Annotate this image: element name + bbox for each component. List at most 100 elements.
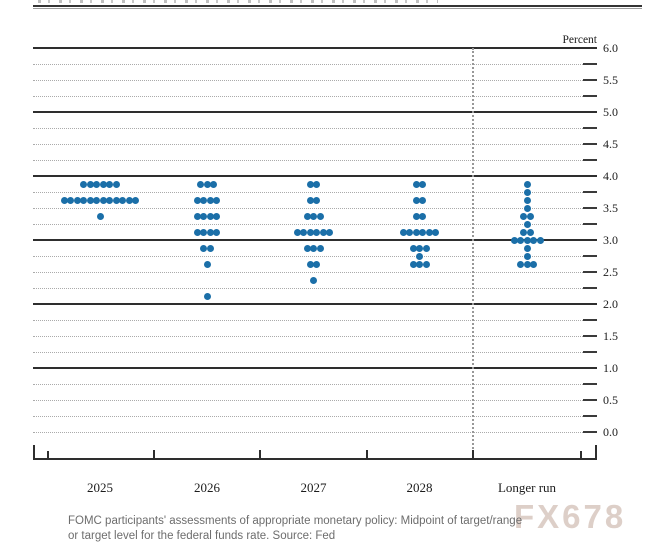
fomc-dot (412, 180, 420, 188)
gridline-dashed (33, 224, 583, 225)
separator-dotted-line (472, 48, 474, 460)
fomc-dot (67, 196, 75, 204)
fomc-dot (306, 228, 314, 236)
fomc-dot (303, 244, 311, 252)
fomc-dot (86, 180, 94, 188)
fomc-dot (96, 212, 104, 220)
fomc-dot (125, 196, 133, 204)
y-axis-title: Percent (562, 34, 597, 46)
gridline-solid (33, 111, 597, 113)
gridline-end-dash (583, 255, 597, 257)
fomc-dot (213, 196, 221, 204)
fomc-dot (80, 180, 88, 188)
fomc-dot (206, 228, 214, 236)
fomc-dot (520, 212, 528, 220)
fomc-dot (419, 180, 427, 188)
gridline-dashed (33, 208, 583, 209)
fomc-dot (193, 196, 201, 204)
gridline-end-dash (583, 399, 597, 401)
fomc-dot (319, 228, 327, 236)
gridline-dashed (33, 320, 583, 321)
gridline-dashed (33, 256, 583, 257)
fomc-dot (313, 228, 321, 236)
fomc-dot (213, 212, 221, 220)
fomc-dot (536, 236, 544, 244)
gridline-dashed (33, 416, 583, 417)
fomc-dot (526, 228, 534, 236)
fomc-dot (106, 196, 114, 204)
gridline-end-dash (583, 159, 597, 161)
fomc-dot (412, 228, 420, 236)
fomc-dot (412, 212, 420, 220)
fomc-dot (203, 260, 211, 268)
fomc-dot (210, 180, 217, 188)
y-axis-tick-label: 4.5 (603, 137, 618, 151)
y-axis-tick-label: 3.5 (603, 201, 618, 215)
y-axis-tick-label: 1.0 (603, 361, 618, 375)
fomc-dot (99, 180, 107, 188)
fomc-dot (419, 196, 427, 204)
caption-line-2: or target level for the federal funds ra… (68, 530, 336, 542)
fomc-dot (416, 244, 423, 252)
gridline-dashed (33, 96, 583, 97)
gridline-dashed (33, 288, 583, 289)
fomc-dot (200, 228, 208, 236)
gridline-dashed (33, 400, 583, 401)
gridline-end-dash (583, 223, 597, 225)
fomc-dot (306, 180, 314, 188)
chart-caption: FOMC participants' assessments of approp… (68, 514, 628, 544)
gridline-end-dash (583, 415, 597, 417)
clipped-text-remnant (38, 0, 438, 3)
gridline-end-dash (583, 207, 597, 209)
gridline-end-dash (583, 287, 597, 289)
fomc-dot (416, 252, 423, 260)
fomc-dot (523, 180, 531, 188)
gridline-end-dash (583, 383, 597, 385)
y-axis-tick-label: 1.5 (603, 329, 618, 343)
y-axis-tick-label: 5.0 (603, 105, 618, 119)
gridline-dashed (33, 64, 583, 65)
fomc-dot (399, 228, 407, 236)
gridline-solid (33, 303, 597, 305)
fomc-dot (193, 212, 201, 220)
gridline-dashed (33, 192, 583, 193)
gridline-solid (33, 47, 597, 49)
fomc-dot (99, 196, 107, 204)
fomc-dot (206, 244, 214, 252)
fomc-dot (416, 260, 423, 268)
axis-inset-tick-right (580, 451, 582, 458)
fomc-dot (406, 228, 414, 236)
gridline-dashed (33, 384, 583, 385)
axis-end-cap-right (595, 445, 597, 460)
fomc-dot (517, 260, 524, 268)
x-axis-year-label: Longer run (497, 480, 557, 495)
gridline-dashed (33, 272, 583, 273)
y-axis-tick-label: 5.5 (603, 73, 618, 87)
gridline-solid (33, 239, 597, 241)
fomc-dot (409, 244, 417, 252)
fomc-dot (409, 260, 417, 268)
gridline-solid (33, 175, 597, 177)
gridline-dashed (33, 432, 583, 433)
fomc-dot (213, 228, 221, 236)
gridline-end-dash (583, 335, 597, 337)
top-rule (33, 5, 642, 7)
fomc-dot (300, 228, 308, 236)
gridline-end-dash (583, 79, 597, 81)
fomc-dot (93, 180, 101, 188)
gridline-dashed (33, 352, 583, 353)
x-axis-year-label: 2026 (194, 480, 220, 495)
fomc-dot (306, 260, 314, 268)
gridline-end-dash (583, 351, 597, 353)
fomc-dot (523, 244, 531, 252)
fomc-dot (530, 236, 537, 244)
fomc-dot (310, 212, 317, 220)
fomc-dot (200, 196, 208, 204)
y-axis-tick-label: 4.0 (603, 169, 618, 183)
y-axis-tick-label: 0.0 (603, 425, 618, 439)
gridline-end-dash (583, 127, 597, 129)
fomc-dot (419, 228, 427, 236)
fomc-dot (316, 244, 324, 252)
fomc-dot (93, 196, 101, 204)
